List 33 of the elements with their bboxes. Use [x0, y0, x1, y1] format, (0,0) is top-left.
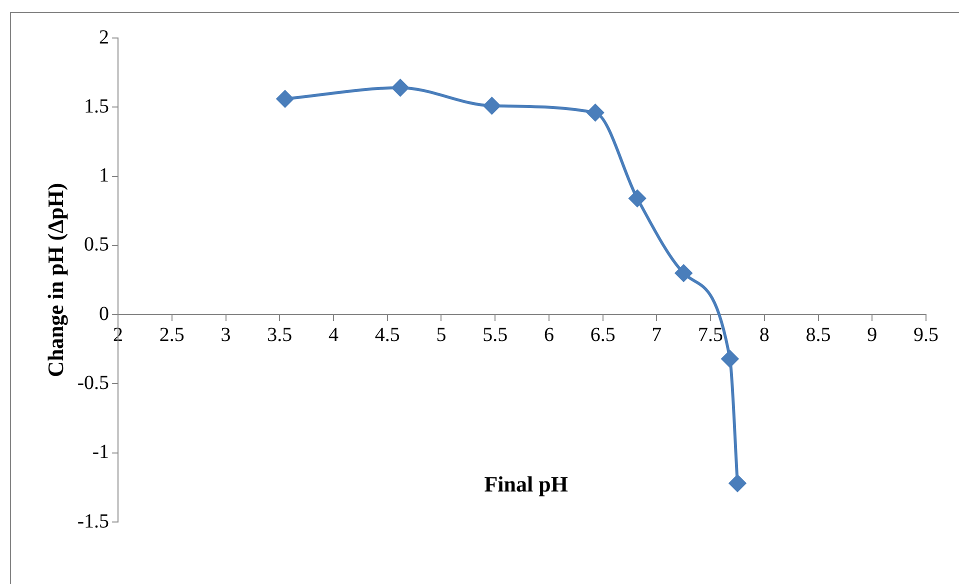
x-tick-label: 6.5 — [590, 324, 616, 346]
y-tick-label: -1 — [92, 441, 110, 464]
x-axis-title: Final pH — [484, 471, 568, 496]
y-tick-label: 1 — [99, 164, 110, 187]
point — [675, 264, 692, 282]
x-tick-label: 5 — [436, 324, 446, 346]
y-tick-label: 0 — [99, 302, 110, 325]
x-tick-label: 7 — [652, 324, 662, 346]
x-tick-label: 3 — [220, 324, 231, 346]
x-tick-label: 4.5 — [374, 324, 400, 346]
y-tick-label: -0.5 — [77, 372, 110, 394]
x-tick-label: 5.5 — [482, 324, 508, 346]
y-axis-title: Change in pH (ΔpH) — [42, 182, 68, 378]
point — [483, 97, 500, 114]
x-tick-label: 7.5 — [698, 324, 724, 346]
x-tick-label: 2.5 — [159, 324, 184, 346]
y-tick-label: 1.5 — [84, 95, 110, 118]
x-tick-label: 8.5 — [806, 324, 831, 346]
point — [728, 474, 746, 492]
y-tick-label: 0.5 — [84, 234, 110, 256]
y-tick-label: 2 — [99, 26, 110, 48]
x-tick-label: 3.5 — [267, 324, 292, 346]
x-tick-label: 6 — [544, 324, 554, 346]
point — [276, 90, 294, 108]
point — [628, 190, 646, 207]
point — [392, 79, 409, 96]
x-tick-label: 8 — [759, 324, 770, 346]
x-tick-label: 4 — [328, 324, 339, 346]
point — [586, 104, 604, 122]
y-tick-label: -1.5 — [77, 510, 110, 532]
x-tick-label: 9.5 — [914, 324, 938, 346]
x-tick-label: 9 — [867, 324, 878, 346]
point — [721, 350, 738, 368]
